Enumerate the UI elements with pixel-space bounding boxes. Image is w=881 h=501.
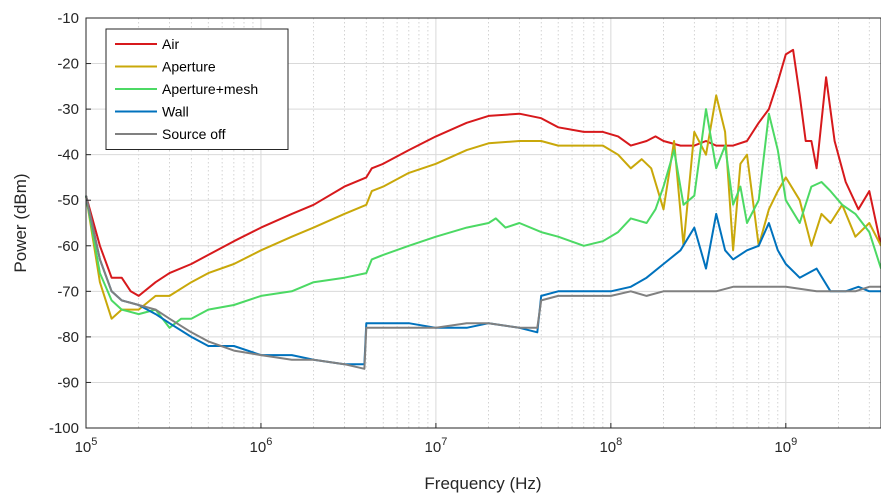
y-tick-label: -100 (49, 420, 79, 437)
legend-label: Source off (162, 126, 226, 142)
x-tick-label: 106 (250, 436, 273, 456)
y-tick-label: -10 (57, 10, 79, 27)
y-tick-label: -70 (57, 283, 79, 300)
plot-frame (85, 17, 881, 429)
x-tick-label: 109 (774, 436, 797, 456)
y-tick-label: -50 (57, 192, 79, 209)
legend-label: Aperture+mesh (162, 81, 258, 97)
y-tick-label: -80 (57, 329, 79, 346)
y-tick-label: -40 (57, 147, 79, 164)
y-tick-label: -20 (57, 56, 79, 73)
x-axis-label: Frequency (Hz) (424, 474, 541, 493)
legend: Air Aperture Aperture+mesh Wall Source off (105, 28, 289, 150)
series-line-source-off (85, 195, 881, 370)
series-line-aperture-mesh (85, 108, 881, 329)
x-tick-label: 108 (599, 436, 622, 456)
series-line-air (85, 48, 881, 297)
legend-label: Aperture (162, 59, 216, 75)
y-tick-label: -60 (57, 238, 79, 255)
legend-label: Air (162, 36, 179, 52)
y-axis-label: Power (dBm) (11, 173, 30, 272)
x-tick-label: 107 (425, 436, 448, 456)
y-tick-label: -30 (57, 101, 79, 118)
series-lines (85, 48, 881, 370)
series-line-wall (85, 195, 881, 366)
x-tick-label: 105 (75, 436, 98, 456)
y-tick-label: -90 (57, 374, 79, 391)
series-line-aperture (85, 94, 881, 320)
axes: -100 -90 -80 -70 -60 -50 -40 -30 -20 -10 105 106 107… (49, 10, 797, 456)
legend-label: Wall (162, 104, 189, 120)
